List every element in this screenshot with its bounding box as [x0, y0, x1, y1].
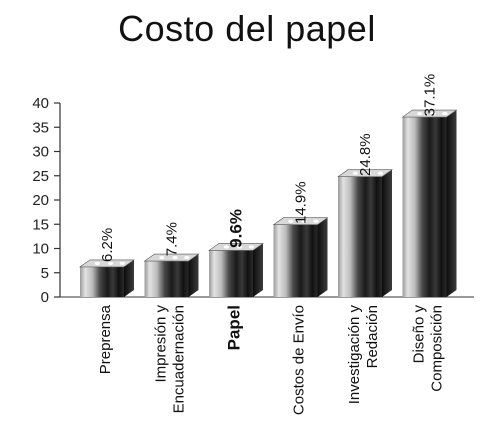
bar-side [253, 243, 263, 297]
bar-top-highlight [377, 171, 383, 175]
bar-top [401, 109, 458, 118]
bar [143, 253, 200, 297]
bar-front [209, 250, 253, 297]
chart-title: Costo del papel [118, 8, 376, 49]
y-tick-label: 0 [41, 289, 49, 306]
category-label: Preprensa [97, 304, 114, 374]
category-label: Costos de Envío [290, 305, 307, 415]
bar-front [273, 224, 318, 297]
bar-top-highlight [365, 171, 372, 175]
bar-side [446, 110, 457, 297]
bar-top-highlight [94, 261, 100, 266]
y-tick-label: 20 [32, 192, 49, 209]
bar-data-label: 14.9% [292, 181, 309, 224]
bar [208, 243, 264, 297]
bar [337, 169, 393, 297]
bar-front [338, 176, 382, 297]
bar-top-highlight [119, 261, 125, 266]
category-label-line: Diseño y [410, 305, 427, 364]
bar [272, 217, 329, 297]
category-label-line: Redación [364, 305, 381, 368]
bar-top-highlight [184, 256, 190, 260]
bar-top-highlight [172, 256, 178, 260]
bar-data-label: 7.4% [163, 222, 180, 256]
bar-side [317, 217, 328, 297]
category-label-line: Composición [428, 305, 445, 392]
bar-top [208, 243, 264, 251]
y-tick-label: 35 [32, 119, 49, 136]
bar-top [143, 253, 200, 262]
bar-data-label: 24.8% [357, 133, 374, 176]
bar-top-highlight [430, 111, 436, 116]
bar-top-highlight [236, 245, 243, 249]
category-label-line: Papel [224, 305, 243, 350]
category-label: Impresión y Encuadernación [152, 305, 187, 414]
bar-side [124, 259, 134, 297]
bar-data-label: 9.6% [226, 209, 245, 248]
bar-front [144, 261, 189, 297]
y-tick-label: 10 [32, 241, 49, 258]
bar-top-highlight [159, 256, 165, 260]
bar-top-highlight [442, 111, 448, 116]
bar-top [337, 169, 393, 178]
bar-top [272, 217, 329, 226]
bar-top-highlight [352, 171, 358, 175]
category-label-line: Impresión y [152, 305, 169, 383]
category-label-line: Investigación y [346, 305, 363, 405]
category-label: Diseño y Composición [410, 305, 445, 392]
bar-data-label: 37.1% [421, 74, 438, 117]
bar-front [80, 266, 124, 297]
bar [79, 259, 135, 297]
bar-top-highlight [301, 219, 307, 223]
bar-top [79, 259, 135, 268]
bar-top-highlight [223, 245, 229, 249]
category-label: Investigación y Redación [346, 305, 381, 405]
bar-top-highlight [248, 245, 254, 249]
category-label-line: Costos de Envío [290, 305, 307, 415]
bar-front [402, 117, 447, 297]
y-tick-label: 30 [32, 144, 49, 161]
y-tick-label: 15 [32, 216, 49, 233]
bar-top-highlight [417, 111, 423, 116]
y-tick-label: 5 [41, 265, 49, 282]
bar-side [382, 169, 392, 297]
y-tick-label: 40 [32, 95, 49, 112]
category-label-line: Encuadernación [170, 305, 187, 413]
bar-data-label: 6.2% [99, 228, 116, 262]
category-label: Papel [224, 305, 243, 350]
bar-top-highlight [313, 219, 319, 223]
bar [401, 109, 458, 297]
bar-side [188, 254, 199, 297]
bar-top-highlight [288, 219, 294, 223]
bar-top-highlight [107, 261, 114, 266]
category-label-line: Preprensa [97, 304, 114, 374]
y-tick-label: 25 [32, 168, 49, 185]
